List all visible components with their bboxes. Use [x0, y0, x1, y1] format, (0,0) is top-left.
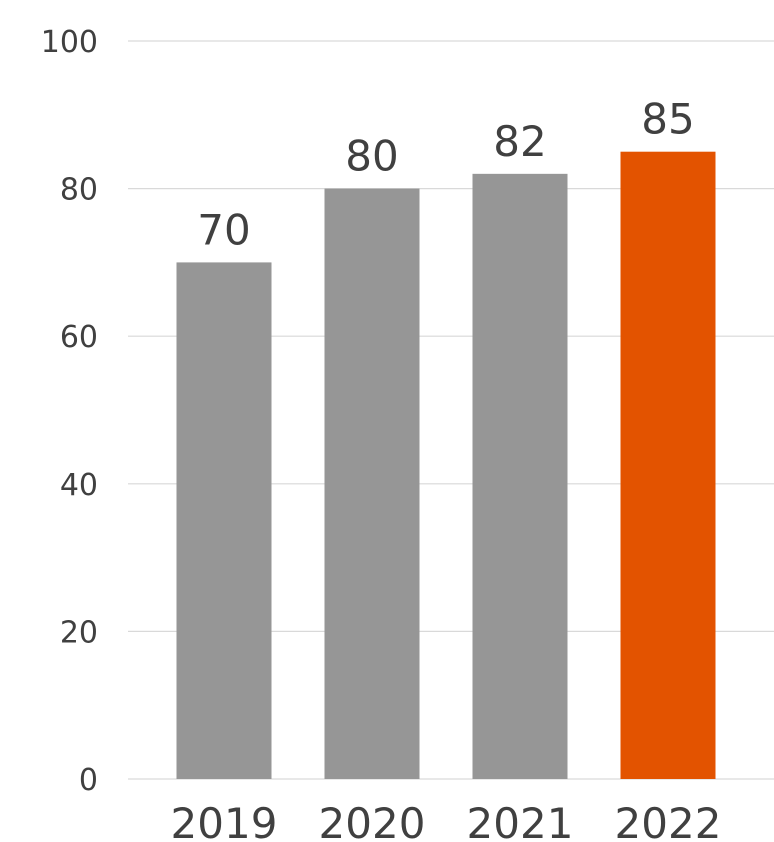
bar-2021	[472, 173, 568, 780]
category-label-2020: 2020	[319, 799, 426, 842]
category-label-2021: 2021	[467, 799, 574, 842]
y-tick-label-0: 0	[79, 763, 98, 798]
category-label-2019: 2019	[171, 799, 278, 842]
data-label-2019: 70	[197, 205, 250, 254]
y-axis-tick-labels: 0 20 40 60 80 100	[41, 25, 98, 798]
bar-2022	[620, 151, 716, 779]
category-label-2022: 2022	[615, 799, 722, 842]
bar-2020	[324, 188, 420, 780]
y-tick-label-80: 80	[60, 173, 98, 208]
data-label-2022: 85	[641, 95, 694, 144]
x-axis-category-labels: 2019 2020 2021 2022	[171, 799, 722, 842]
y-tick-label-20: 20	[60, 615, 98, 650]
y-tick-label-60: 60	[60, 320, 98, 355]
bars	[176, 151, 716, 780]
bar-2019	[176, 262, 272, 779]
data-label-2021: 82	[493, 117, 546, 166]
data-label-2020: 80	[345, 132, 398, 181]
data-labels: 70 80 82 85	[197, 95, 694, 255]
y-tick-label-40: 40	[60, 468, 98, 503]
y-tick-label-100: 100	[41, 25, 98, 60]
